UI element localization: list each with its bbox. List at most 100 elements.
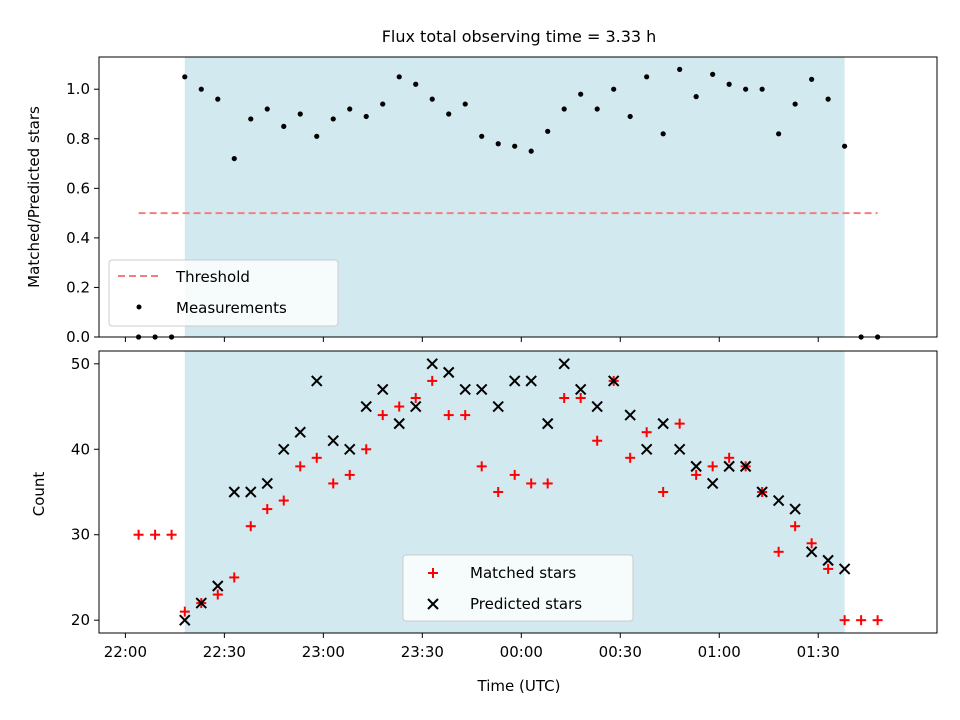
legend-matched-marker (428, 568, 438, 578)
matched-star-point (509, 469, 520, 480)
matched-star-point (559, 393, 570, 403)
measurement-point (479, 133, 485, 139)
measurement-point (842, 143, 848, 149)
predicted-star-point (723, 460, 735, 473)
predicted-star-point (377, 383, 389, 396)
predicted-star-point (574, 383, 587, 396)
matched-star-point (295, 461, 306, 472)
chart-title: Flux total observing time = 3.33 h (382, 27, 657, 46)
measurement-point (776, 131, 782, 137)
matched-star-point (328, 478, 339, 489)
x-tick-label: 23:00 (302, 643, 345, 661)
matched-star-point (839, 615, 850, 626)
matched-star-point (443, 410, 454, 421)
predicted-star-point (492, 400, 504, 413)
predicted-star-point (195, 597, 207, 609)
matched-star-point (691, 469, 702, 480)
predicted-star-point (508, 375, 521, 387)
predicted-star-point (624, 409, 636, 421)
predicted-star-point (393, 417, 405, 430)
measurement-point (396, 74, 402, 80)
measurement-point (710, 71, 716, 77)
legend-predicted-swatch (427, 598, 439, 610)
ratio-x-ticks (124, 337, 819, 342)
measurement-point (627, 113, 633, 120)
count-marks (133, 358, 883, 626)
legend-matched-swatch (428, 568, 438, 578)
ratio-panel: 0.0 0.2 0.4 0.6 0.8 1.0 Matched/Predicted sta… (25, 56, 938, 346)
measurement-point (215, 96, 221, 102)
predicted-star-point (360, 400, 372, 413)
predicted-star-point (739, 460, 752, 473)
measurement-point (594, 106, 600, 112)
ratio-y-tick-label: 0.2 (66, 278, 90, 296)
matched-star-point (311, 452, 322, 463)
predicted-star-point (607, 375, 620, 387)
matched-star-point (790, 521, 801, 532)
matched-star-point (493, 487, 504, 497)
ratio-y-tick-label: 0.4 (66, 229, 90, 247)
matched-star-point (674, 418, 685, 429)
measurement-point (660, 131, 666, 137)
measurement-point (825, 96, 831, 102)
measurement-point (512, 143, 518, 149)
matched-star-point (872, 615, 883, 626)
matched-star-point (166, 529, 177, 540)
predicted-star-point (591, 400, 603, 413)
measurement-point (578, 91, 584, 97)
matched-star-point (245, 521, 256, 532)
measurement-point (743, 86, 749, 92)
predicted-star-point (822, 554, 834, 567)
x-tick-label: 00:30 (599, 643, 642, 661)
measurement-point (380, 101, 386, 107)
matched-star-point (229, 572, 240, 583)
measurement-point (182, 74, 188, 80)
measurement-point (462, 101, 468, 107)
matched-star-point (212, 589, 223, 600)
legend-predicted-label: Predicted stars (470, 595, 582, 613)
matched-star-point (262, 504, 273, 515)
matched-star-point (625, 452, 636, 463)
predicted-star-point (541, 417, 554, 430)
matched-star-point (773, 546, 784, 557)
count-legend-box (402, 554, 634, 622)
measurement-point (363, 113, 369, 120)
matched-star-point (823, 563, 834, 574)
predicted-star-point (179, 614, 191, 626)
matched-star-point (856, 615, 867, 626)
ratio-panel-frame (98, 56, 938, 338)
legend-matched-label: Matched stars (470, 564, 576, 582)
predicted-star-point (690, 460, 702, 473)
measurement-point (693, 94, 699, 100)
matched-star-point (278, 495, 289, 506)
matched-star-point (377, 410, 388, 421)
measurement-point (545, 128, 551, 134)
predicted-star-point (673, 443, 686, 455)
ratio-y-axis-label: Matched/Predicted stars (25, 106, 43, 288)
measurement-point (281, 123, 287, 129)
legend-measurements-label: Measurements (176, 299, 287, 317)
predicted-star-point (294, 426, 306, 438)
predicted-star-point (261, 477, 273, 490)
count-panel: 20 30 40 50 22:00 22:30 23:00 23:30 00:00 00:30 0… (30, 350, 938, 695)
ratio-y-tick-label: 1.0 (66, 80, 90, 98)
ratio-y-axis: 0.0 0.2 0.4 0.6 0.8 1.0 (66, 80, 99, 346)
predicted-star-point (756, 486, 768, 498)
count-panel-frame (98, 350, 938, 634)
matched-star-point (460, 410, 471, 421)
measurement-point (264, 106, 270, 112)
measurement-point (347, 106, 353, 112)
predicted-star-point (327, 435, 339, 447)
count-y-axis-label: Count (30, 472, 48, 517)
predicted-star-point (838, 563, 851, 575)
matched-star-point (427, 375, 438, 386)
predicted-star-point (640, 443, 653, 455)
ratio-legend-box (108, 259, 339, 327)
count-y-tick-label: 40 (71, 440, 90, 458)
ratio-y-tick-label: 0.6 (66, 179, 90, 197)
predicted-star-point (311, 375, 323, 387)
legend-predicted-marker (427, 598, 439, 610)
matched-star-point (150, 529, 161, 540)
measurement-point (330, 116, 336, 122)
